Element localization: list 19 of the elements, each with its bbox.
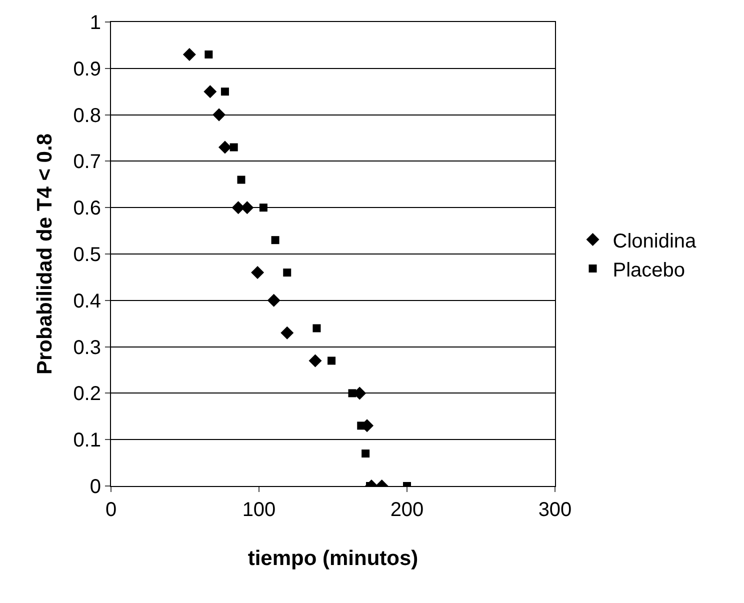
y-tick-label: 1 [90, 12, 101, 34]
y-tick-label: 0.4 [73, 290, 101, 312]
x-axis-title: tiempo (minutos) [248, 547, 418, 570]
y-tick-label: 0.7 [73, 151, 101, 174]
x-tick-label: 300 [538, 499, 572, 521]
y-tick-label: 0.5 [73, 244, 101, 266]
y-axis-title: Probabilidad de T4 < 0.8 [33, 133, 56, 374]
legend-label: Clonidina [612, 230, 698, 252]
x-tick-label: 100 [242, 499, 276, 521]
y-tick-label: 0.2 [73, 383, 101, 406]
y-tick-label: 0.9 [73, 58, 101, 80]
y-tick-label: 0.3 [73, 336, 101, 359]
x-tick-label: 200 [390, 499, 424, 521]
y-tick-label: 0.8 [73, 104, 101, 127]
legend-label: Placebo [612, 259, 686, 282]
y-tick-label: 0 [90, 476, 101, 498]
y-tick-label: 0.6 [73, 198, 101, 220]
y-tick-label: 0.1 [73, 430, 101, 452]
x-tick-label: 0 [105, 499, 117, 521]
